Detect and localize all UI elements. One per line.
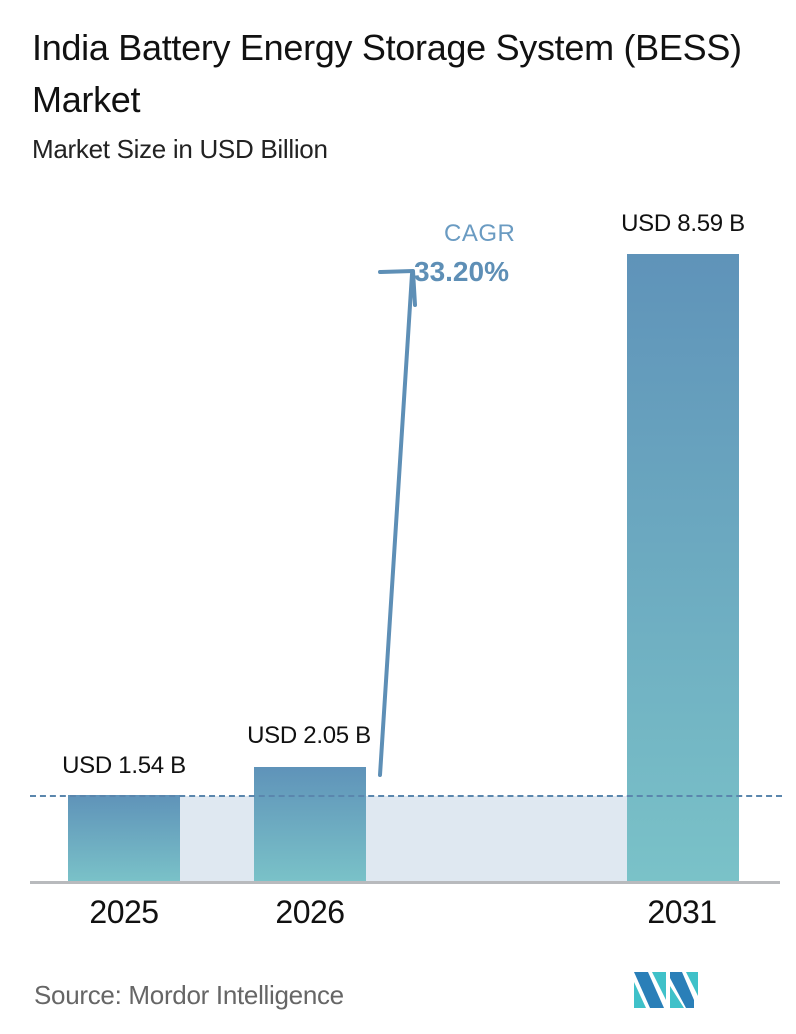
cagr-label: CAGR xyxy=(444,220,516,247)
x-label-2031: 2031 xyxy=(647,894,717,930)
bar-2026 xyxy=(254,767,366,882)
x-label-2026: 2026 xyxy=(275,894,345,930)
x-axis-baseline xyxy=(30,881,780,884)
chart-subtitle: Market Size in USD Billion xyxy=(32,134,328,164)
cagr-value: 33.20% xyxy=(414,256,509,287)
bar-2025 xyxy=(68,795,180,882)
value-label-2026: USD 2.05 B xyxy=(247,722,371,749)
source-text: Source: Mordor Intelligence xyxy=(34,980,344,1010)
value-label-2031: USD 8.59 B xyxy=(621,210,745,237)
mordor-intelligence-logo-icon xyxy=(634,972,698,1008)
value-label-2025: USD 1.54 B xyxy=(62,752,186,779)
reference-dashed-line xyxy=(30,795,782,797)
chart-title: India Battery Energy Storage System (BES… xyxy=(32,27,742,120)
x-label-2025: 2025 xyxy=(89,894,159,930)
bar-2031 xyxy=(627,254,739,882)
